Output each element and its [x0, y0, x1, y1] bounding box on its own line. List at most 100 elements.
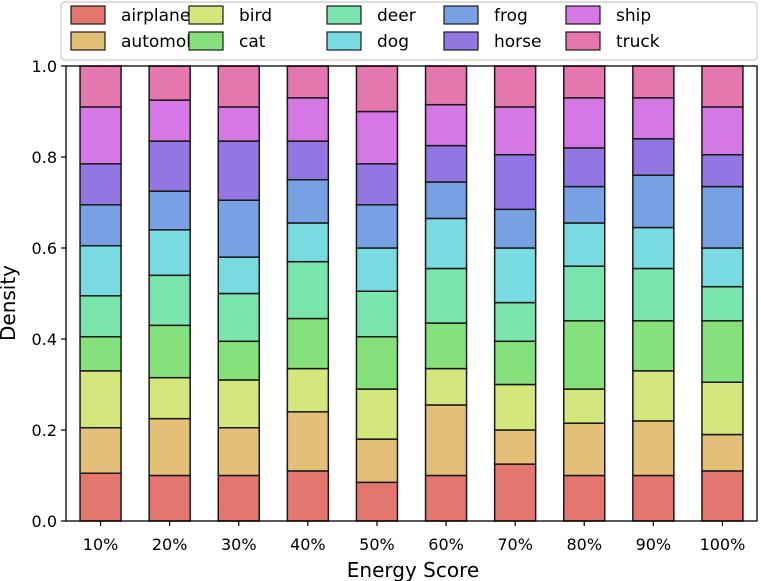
bar-segment-frog-6	[493, 208, 537, 249]
bar-segment-horse-8	[632, 138, 675, 176]
bar-segment-truck-0	[79, 65, 122, 108]
bar-segment-cat-9	[701, 320, 744, 383]
legend-swatch-ship	[565, 5, 601, 25]
bar-segment-airplane-1	[148, 474, 191, 522]
bar-segment-dog-1	[148, 229, 191, 277]
x-tick-label: 70%	[497, 535, 533, 554]
bar-segment-ship-5	[424, 103, 468, 147]
bar-segment-bird-6	[493, 383, 537, 431]
bar-segment-automobile-1	[148, 417, 191, 477]
y-tick-label: 0.2	[32, 421, 57, 440]
legend-swatch-dog	[326, 31, 362, 51]
bar-segment-horse-3	[286, 140, 330, 181]
bar-segment-frog-5	[424, 181, 468, 220]
bar-segment-deer-1	[148, 274, 191, 327]
bar-segment-bird-3	[286, 367, 330, 413]
bar-segment-deer-2	[217, 292, 260, 343]
bar-segment-airplane-4	[355, 481, 399, 522]
bar-segment-bird-5	[424, 367, 468, 406]
bar-segment-truck-4	[355, 65, 399, 113]
axes-frame	[65, 65, 758, 522]
x-tick-label: 10%	[83, 535, 119, 554]
bar-segment-truck-2	[217, 65, 260, 108]
x-tick-label: 60%	[428, 535, 464, 554]
bar-segment-horse-9	[701, 153, 744, 188]
bar-segment-bird-8	[632, 370, 675, 422]
x-tick-label: 90%	[636, 535, 672, 554]
bar-segment-airplane-5	[424, 474, 468, 522]
x-tick-label: 30%	[221, 535, 257, 554]
bar-segment-dog-0	[79, 244, 122, 297]
bar-segment-cat-2	[217, 340, 260, 381]
legend-label-bird: bird	[239, 6, 272, 26]
bar-segment-frog-8	[632, 174, 675, 229]
bar-segment-cat-5	[424, 322, 468, 370]
bar-segment-deer-4	[355, 290, 399, 338]
bar-segment-ship-8	[632, 97, 675, 140]
legend-label-horse: horse	[494, 32, 541, 52]
bar-segment-frog-7	[563, 185, 606, 224]
legend-swatch-automobile	[70, 31, 106, 51]
bar-segment-automobile-9	[701, 433, 744, 472]
legend-label-airplane: airplane	[121, 6, 190, 26]
bar-segment-airplane-2	[217, 474, 260, 522]
x-tick-label: 40%	[290, 535, 326, 554]
bar-segment-airplane-3	[286, 470, 330, 522]
bar-segment-airplane-8	[632, 474, 675, 522]
bar-segment-deer-3	[286, 260, 330, 320]
bar-segment-automobile-7	[563, 422, 606, 477]
bar-segment-truck-5	[424, 65, 468, 106]
bar-segment-horse-4	[355, 163, 399, 206]
bar-segment-ship-2	[217, 106, 260, 142]
bar-segment-bird-7	[563, 388, 606, 424]
bar-segment-cat-4	[355, 335, 399, 390]
bar-segment-ship-9	[701, 106, 744, 156]
bar-segment-deer-6	[493, 301, 537, 343]
y-tick-label: 0.6	[32, 239, 57, 258]
bar-segment-airplane-6	[493, 463, 537, 522]
bar-segment-truck-6	[493, 65, 537, 108]
bar-segment-airplane-7	[563, 474, 606, 522]
bar-segment-bird-0	[79, 370, 122, 429]
y-tick-label: 0.8	[32, 148, 57, 167]
bar-segment-horse-0	[79, 163, 122, 206]
bar-segment-automobile-2	[217, 426, 260, 477]
bar-segment-dog-2	[217, 256, 260, 295]
bar-segment-dog-9	[701, 247, 744, 288]
bar-segment-frog-4	[355, 204, 399, 249]
bar-segment-ship-6	[493, 106, 537, 156]
legend-swatch-truck	[565, 31, 601, 51]
bar-segment-airplane-9	[701, 470, 744, 522]
bar-segment-truck-8	[632, 65, 675, 99]
bar-segment-frog-2	[217, 199, 260, 258]
bar-segment-frog-0	[79, 204, 122, 247]
bar-segment-ship-0	[79, 106, 122, 165]
bar-segment-truck-7	[563, 65, 606, 99]
bar-segment-ship-3	[286, 97, 330, 142]
bar-segment-dog-4	[355, 247, 399, 292]
bar-segment-horse-1	[148, 140, 191, 192]
bar-segment-truck-1	[148, 65, 191, 101]
bar-segment-dog-7	[563, 222, 606, 267]
bar-segment-horse-6	[493, 153, 537, 211]
bar-segment-bird-1	[148, 376, 191, 420]
x-tick-label: 50%	[359, 535, 395, 554]
x-axis-title: Energy Score	[347, 558, 479, 581]
legend-label-deer: deer	[377, 6, 416, 26]
bar-segment-frog-1	[148, 190, 191, 231]
bar-segment-automobile-3	[286, 411, 330, 472]
y-tick-label: 1.0	[32, 57, 57, 76]
bar-segment-frog-9	[701, 185, 744, 249]
y-tick-label: 0.0	[32, 512, 57, 531]
bar-segment-truck-3	[286, 65, 330, 99]
bar-segment-ship-1	[148, 99, 191, 142]
bar-segment-ship-7	[563, 97, 606, 149]
bar-segment-cat-3	[286, 317, 330, 370]
legend-label-frog: frog	[494, 6, 528, 26]
legend-swatch-horse	[443, 31, 479, 51]
bar-segment-automobile-8	[632, 420, 675, 477]
bar-segment-automobile-4	[355, 438, 399, 484]
bar-segment-cat-0	[79, 335, 122, 372]
bar-segment-dog-3	[286, 222, 330, 263]
bar-segment-ship-4	[355, 110, 399, 165]
